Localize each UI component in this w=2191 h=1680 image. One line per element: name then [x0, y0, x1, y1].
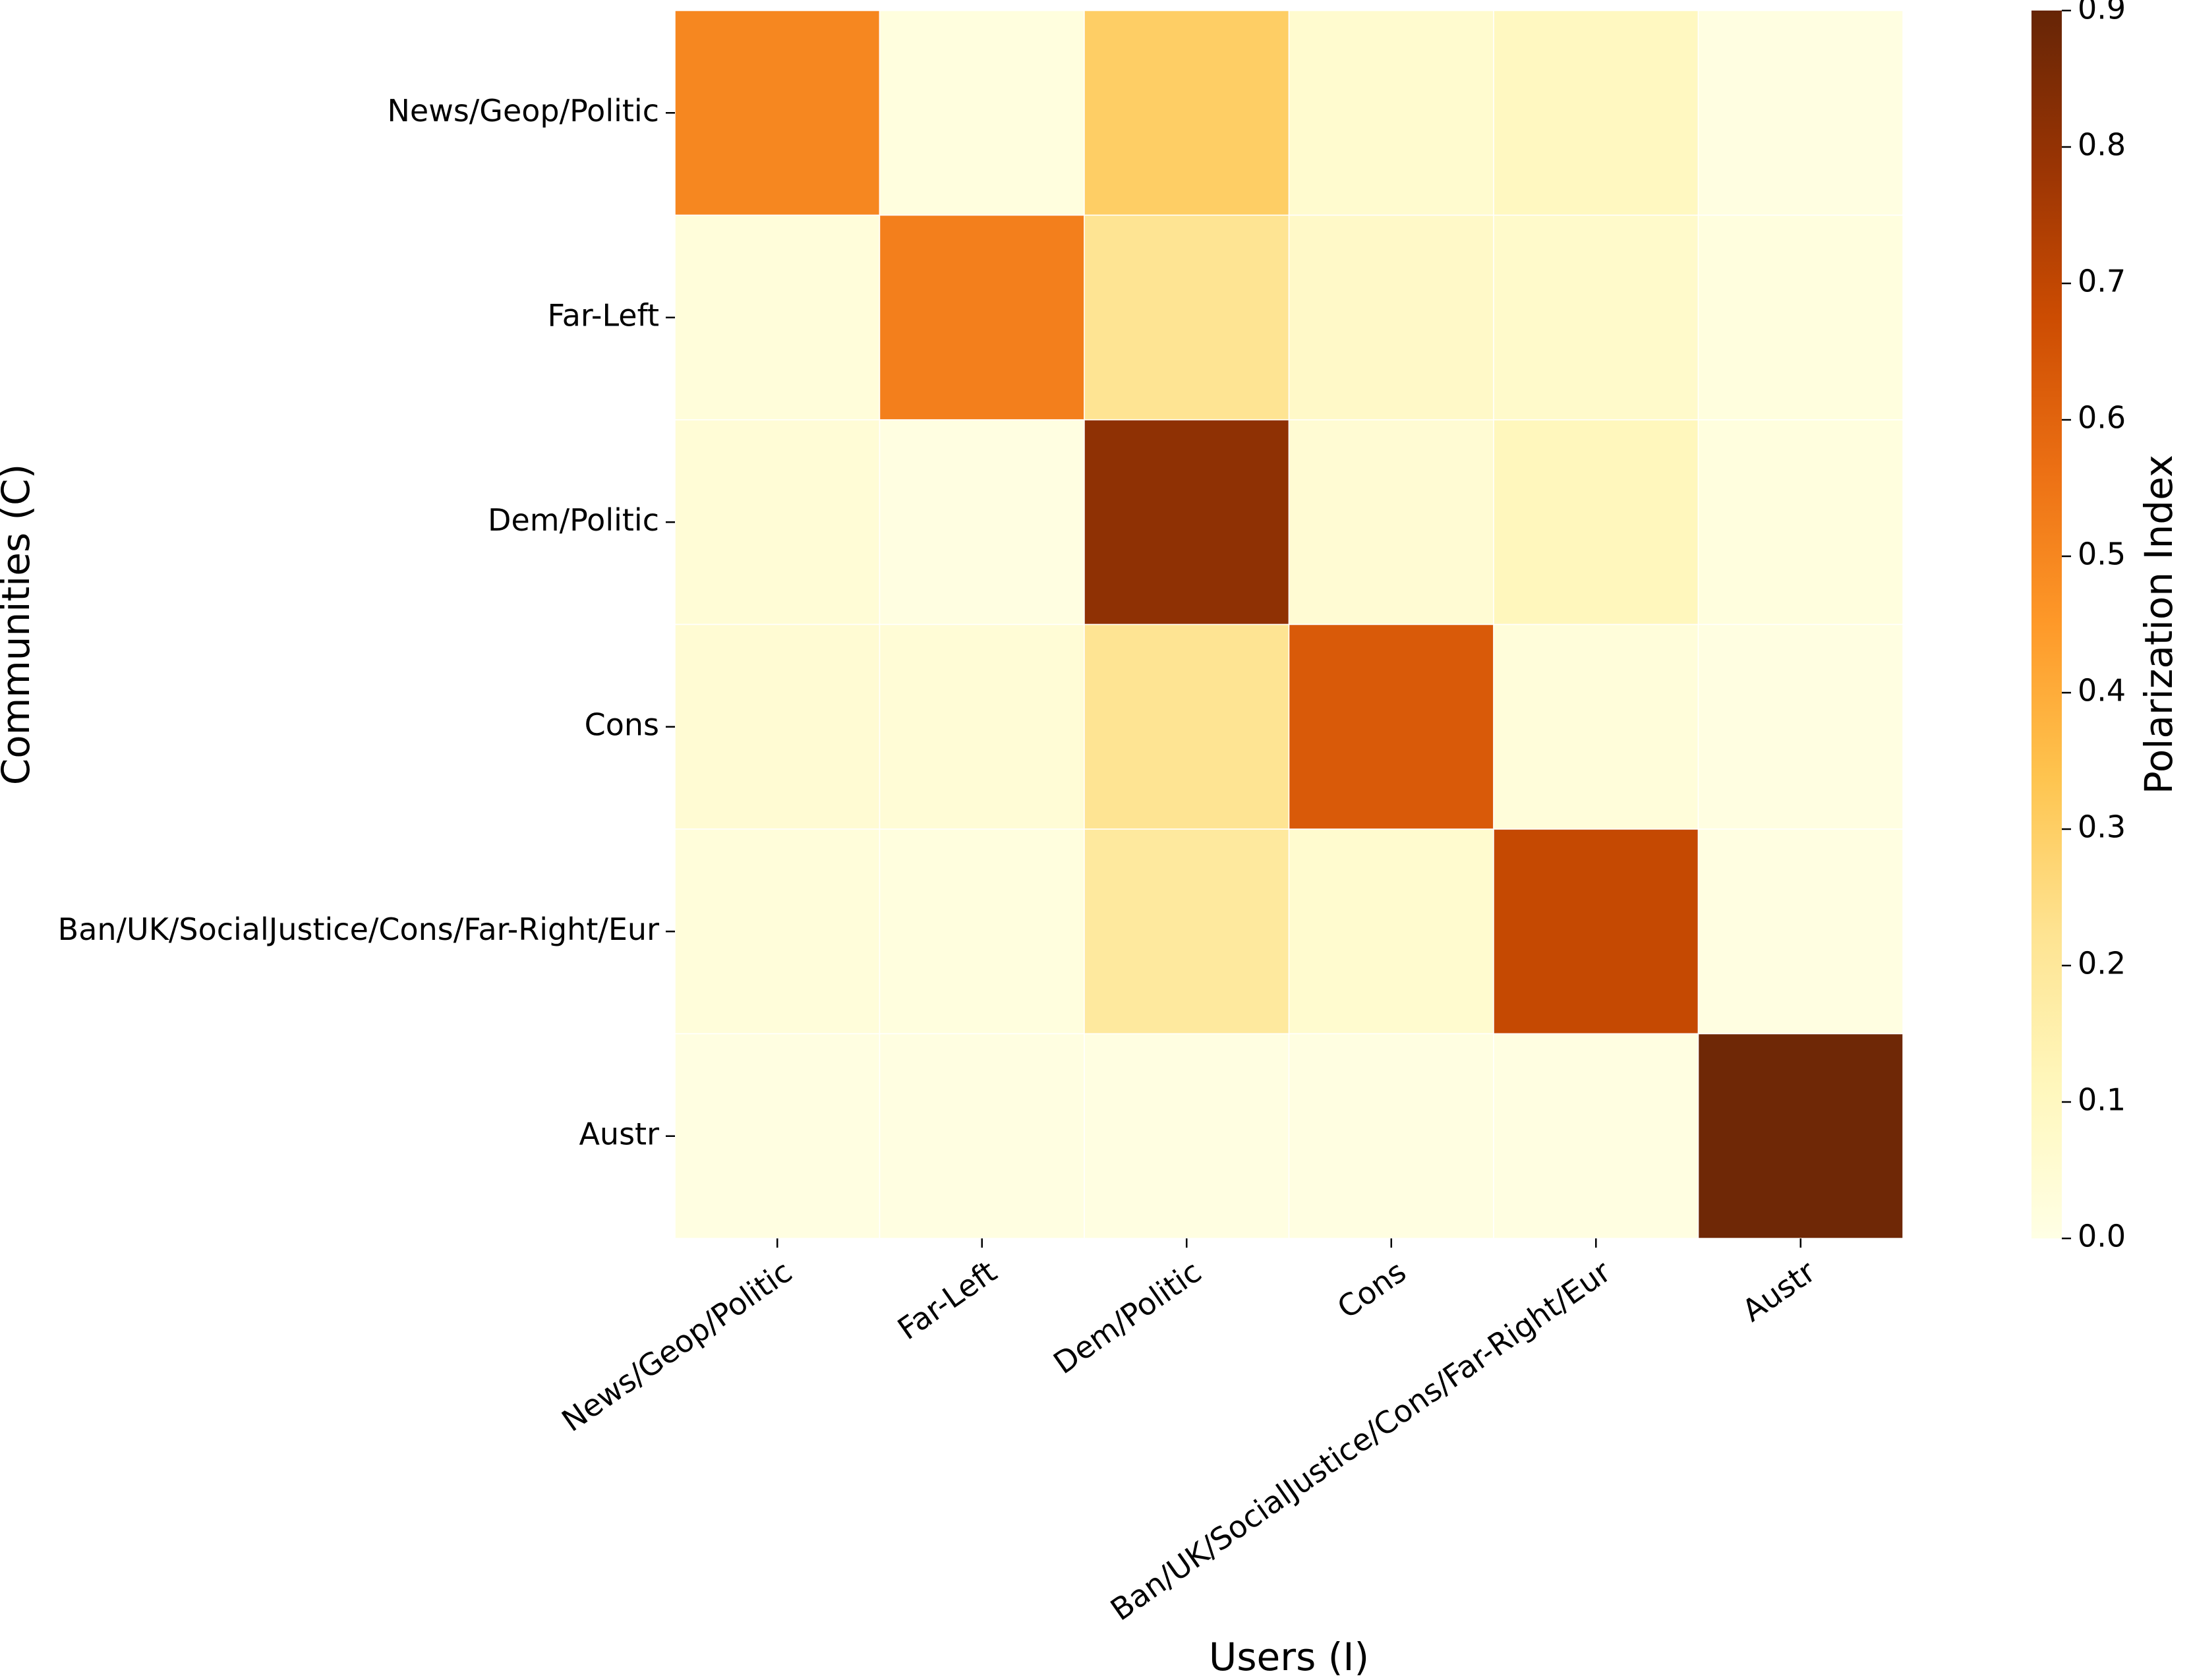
- colorbar-ticks: 0.0 0.1 0.2 0.3 0.4 0.5 0.6 0.7 0.8 0.9: [2062, 0, 2126, 1254]
- colorbar-tick-label: 0.7: [2078, 264, 2126, 299]
- colorbar-tick-label: 0.6: [2078, 400, 2126, 436]
- colorbar-tick-label: 0.1: [2078, 1082, 2126, 1118]
- heatmap-cells: [674, 10, 1904, 1239]
- heatmap-cell: [1288, 214, 1494, 420]
- heatmap-cell: [879, 10, 1085, 216]
- y-tick-label: Cons: [585, 707, 659, 742]
- colorbar-tick-label: 0.9: [2078, 0, 2126, 26]
- heatmap-cell: [674, 10, 881, 216]
- y-axis-title: Communities (C): [0, 464, 38, 786]
- heatmap-cell: [879, 623, 1085, 830]
- heatmap-cell: [1493, 419, 1699, 625]
- heatmap-cell: [1084, 10, 1290, 216]
- heatmap-cell: [1697, 1033, 1904, 1239]
- heatmap-cell: [879, 214, 1085, 420]
- colorbar-tick-label: 0.0: [2078, 1219, 2126, 1254]
- x-tick-label: Dem/Politic: [1047, 1254, 1208, 1381]
- heatmap-cell: [1697, 214, 1904, 420]
- heatmap-cell: [1288, 1033, 1494, 1239]
- heatmap-cell: [674, 623, 881, 830]
- x-axis-ticks: News/Geop/Politic Far-Left Dem/Politic Cons…: [555, 1238, 1822, 1627]
- x-tick-label: Cons: [1331, 1254, 1413, 1325]
- heatmap-cell: [1288, 623, 1494, 830]
- y-tick-label: Far-Left: [547, 297, 659, 333]
- heatmap-cell: [879, 419, 1085, 625]
- heatmap-cell: [1493, 1033, 1699, 1239]
- heatmap-cell: [1493, 214, 1699, 420]
- y-tick-label: Ban/UK/SocialJustice/Cons/Far-Right/Eur: [58, 912, 659, 947]
- heatmap-cell: [1084, 1033, 1290, 1239]
- x-axis-title: Users (I): [1209, 1635, 1369, 1677]
- heatmap-cell: [1697, 419, 1904, 625]
- heatmap-cell: [1697, 623, 1904, 830]
- colorbar-tick-label: 0.5: [2078, 536, 2126, 572]
- heatmap-cell: [1697, 10, 1904, 216]
- heatmap-cell: [674, 828, 881, 1035]
- heatmap-cell: [674, 214, 881, 420]
- y-tick-label: Austr: [579, 1116, 659, 1151]
- colorbar-tick-label: 0.2: [2078, 946, 2126, 981]
- colorbar-tick-label: 0.3: [2078, 809, 2126, 845]
- x-tick-label: Austr: [1736, 1254, 1822, 1329]
- y-tick-label: Dem/Politic: [488, 502, 659, 538]
- x-tick-label: News/Geop/Politic: [555, 1254, 798, 1439]
- heatmap-cell: [674, 419, 881, 625]
- heatmap-cell: [1493, 10, 1699, 216]
- heatmap-cell: [1084, 623, 1290, 830]
- heatmap-cell: [879, 1033, 1085, 1239]
- y-axis-ticks: News/Geop/Politic Far-Left Dem/Politic Cons…: [58, 93, 675, 1151]
- heatmap-cell: [1084, 828, 1290, 1035]
- heatmap-cell: [1084, 214, 1290, 420]
- heatmap-cell: [1288, 10, 1494, 216]
- heatmap-cell: [1697, 828, 1904, 1035]
- heatmap-cell: [879, 828, 1085, 1035]
- heatmap-cell: [1493, 623, 1699, 830]
- colorbar-title: Polarization Index: [2136, 455, 2181, 794]
- colorbar-gradient: [2031, 11, 2062, 1238]
- y-tick-label: News/Geop/Politic: [388, 93, 660, 129]
- colorbar: 0.0 0.1 0.2 0.3 0.4 0.5 0.6 0.7 0.8 0.9 Polarizat…: [2031, 0, 2181, 1254]
- colorbar-tick-label: 0.4: [2078, 673, 2126, 709]
- heatmap-cell: [1493, 828, 1699, 1035]
- heatmap-cell: [674, 1033, 881, 1239]
- x-tick-label: Far-Left: [891, 1254, 1003, 1347]
- heatmap-cell: [1084, 419, 1290, 625]
- heatmap-cell: [1288, 419, 1494, 625]
- colorbar-tick-label: 0.8: [2078, 127, 2126, 163]
- heatmap-cell: [1288, 828, 1494, 1035]
